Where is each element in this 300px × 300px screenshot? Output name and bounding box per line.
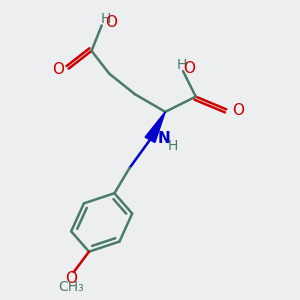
Text: O: O <box>105 15 117 30</box>
Text: O: O <box>183 61 195 76</box>
Text: O: O <box>52 62 64 77</box>
Text: O: O <box>232 103 244 118</box>
Text: N: N <box>158 131 170 146</box>
Text: H: H <box>177 58 187 72</box>
Polygon shape <box>145 112 165 142</box>
Text: H: H <box>100 12 111 26</box>
Text: CH₃: CH₃ <box>58 280 84 294</box>
Text: O: O <box>65 271 77 286</box>
Text: H: H <box>167 139 178 153</box>
